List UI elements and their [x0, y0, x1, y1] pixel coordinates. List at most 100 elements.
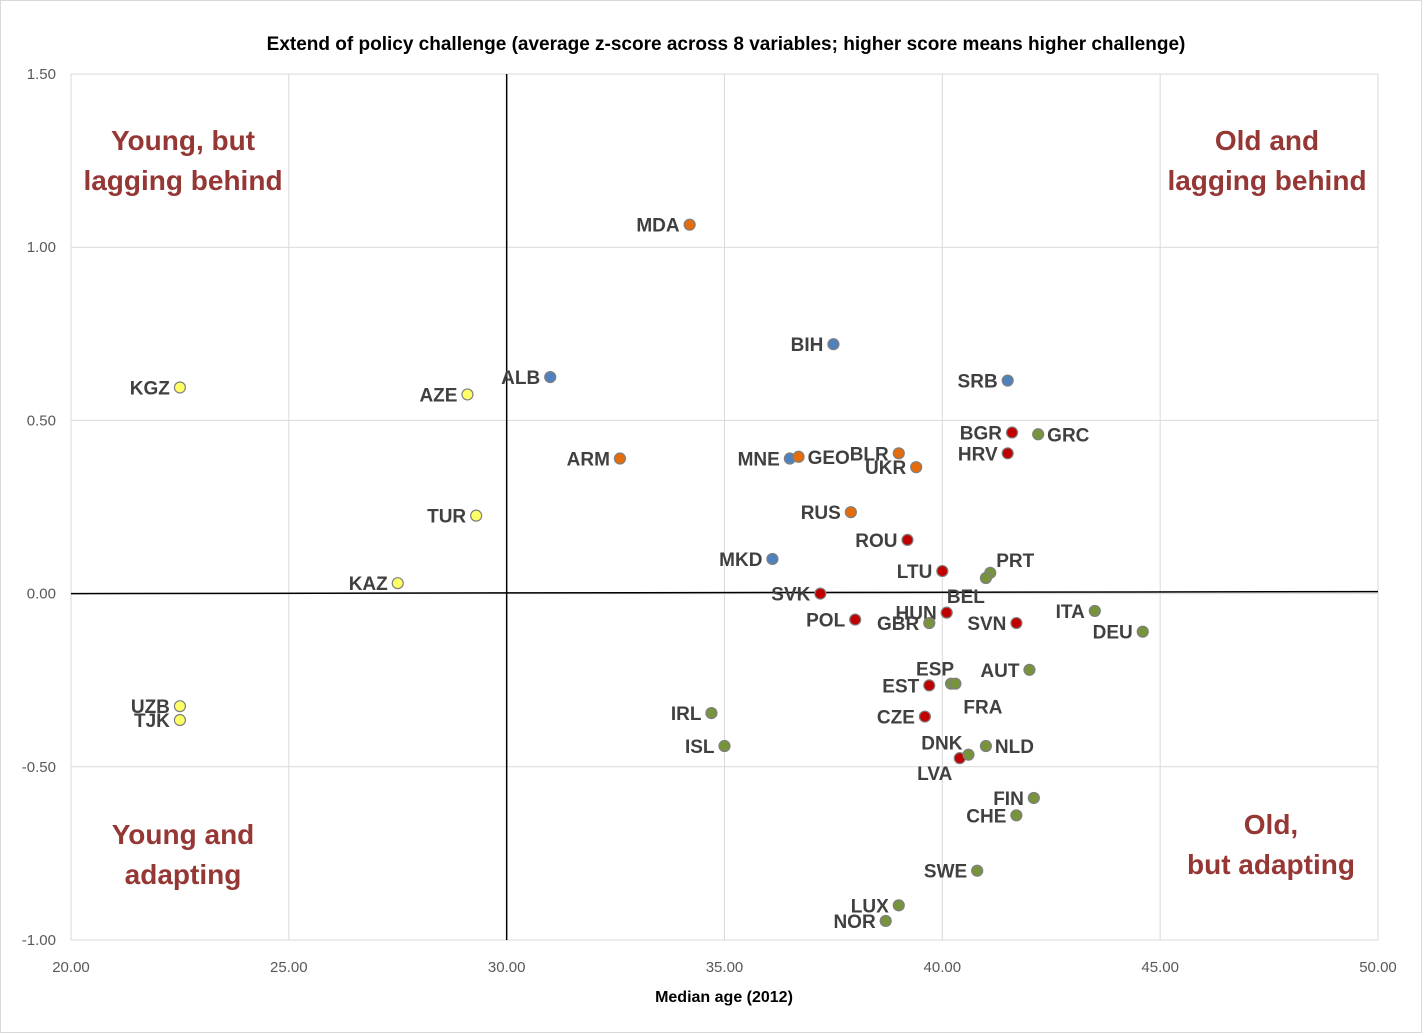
point-uzb: [173, 700, 187, 713]
label-ltu: LTU: [897, 562, 933, 583]
point-fra: [949, 677, 962, 690]
point-cze: [918, 710, 932, 723]
label-nor: NOR: [833, 912, 876, 933]
y-tick-label: -0.50: [22, 759, 56, 776]
label-lva: LVA: [917, 764, 952, 785]
point-che: [1010, 809, 1023, 822]
label-tjk: TJK: [134, 711, 170, 732]
label-srb: SRB: [958, 372, 998, 393]
point-kaz: [391, 577, 404, 590]
x-tick-label: 45.00: [1141, 959, 1179, 976]
chart-title: Extend of policy challenge (average z-sc…: [267, 34, 1186, 55]
label-rou: ROU: [855, 531, 897, 552]
point-grc: [1032, 428, 1045, 441]
y-tick-label: 1.00: [27, 239, 56, 256]
label-grc: GRC: [1047, 425, 1090, 446]
label-bih: BIH: [791, 335, 824, 356]
point-isl: [718, 739, 731, 753]
point-svn: [1010, 616, 1023, 630]
point-pol: [849, 613, 862, 626]
label-lux: LUX: [851, 896, 889, 917]
label-esp: ESP: [916, 660, 954, 681]
label-kgz: KGZ: [130, 378, 171, 399]
point-rou: [901, 533, 914, 547]
label-arm: ARM: [567, 450, 610, 471]
label-ukr: UKR: [865, 458, 906, 479]
point-kgz: [173, 381, 187, 394]
point-lux: [892, 899, 905, 912]
label-bgr: BGR: [960, 424, 1003, 445]
point-ita: [1088, 604, 1101, 618]
x-tick-label: 30.00: [488, 959, 526, 976]
label-svk: SVK: [771, 585, 810, 606]
label-dnk: DNK: [921, 734, 962, 755]
x-axis-label: Median age (2012): [655, 989, 793, 1006]
quadrant-label-bottom-left: Young and adapting: [112, 819, 255, 890]
label-gbr: GBR: [877, 614, 920, 635]
label-mkd: MKD: [719, 550, 762, 571]
label-fra: FRA: [963, 698, 1002, 719]
label-fin: FIN: [993, 789, 1024, 810]
label-cze: CZE: [877, 708, 915, 729]
label-kaz: KAZ: [349, 574, 388, 595]
x-tick-label: 35.00: [706, 959, 744, 976]
quadrant-label-top-right: Old and lagging behind: [1167, 125, 1366, 196]
label-isl: ISL: [685, 737, 715, 758]
point-irl: [705, 707, 718, 720]
label-nld: NLD: [995, 737, 1034, 758]
y-tick-label: -1.00: [22, 932, 56, 949]
label-alb: ALB: [501, 368, 540, 389]
label-swe: SWE: [924, 862, 967, 883]
point-fin: [1027, 791, 1040, 805]
axes: 20.00 25.00 30.00 35.00 40.00 45.00 50.00 1.50 1…: [22, 66, 1397, 976]
quadrant-label-bottom-right: Old, but adapting: [1187, 809, 1355, 880]
x-tick-label: 20.00: [52, 959, 90, 976]
point-deu: [1136, 625, 1149, 638]
point-tur: [470, 509, 483, 522]
label-deu: DEU: [1093, 623, 1133, 644]
point-gbr: [923, 616, 936, 630]
point-rus: [844, 506, 857, 519]
point-nld: [979, 739, 993, 753]
label-uzb: UZB: [131, 697, 170, 718]
label-svn: SVN: [967, 614, 1006, 635]
label-aze: AZE: [419, 385, 457, 406]
point-ltu: [936, 564, 949, 578]
point-alb: [544, 371, 557, 384]
label-bel: BEL: [947, 587, 985, 608]
quadrant-label-top-left: Young, but lagging behind: [83, 125, 282, 196]
label-prt: PRT: [996, 551, 1034, 572]
horizontal-divider: [70, 590, 1379, 595]
label-blr: BLR: [850, 444, 889, 465]
label-est: EST: [882, 676, 919, 697]
label-aut: AUT: [980, 661, 1019, 682]
label-hrv: HRV: [958, 444, 998, 465]
point-bih: [827, 338, 840, 351]
point-arm: [613, 452, 627, 465]
label-geo: GEO: [808, 448, 850, 469]
y-tick-label: 0.50: [27, 412, 56, 429]
point-mda: [683, 218, 696, 231]
point-tjk: [173, 713, 187, 727]
point-geo: [792, 450, 805, 463]
point-aze: [461, 388, 474, 401]
point-hrv: [1001, 447, 1014, 460]
label-mne: MNE: [738, 450, 780, 471]
label-irl: IRL: [671, 704, 702, 725]
point-swe: [971, 864, 984, 877]
gridlines: [70, 73, 1379, 941]
point-blr: [892, 447, 905, 460]
point-srb: [1001, 374, 1014, 387]
point-nor: [879, 914, 892, 928]
label-tur: TUR: [427, 507, 466, 528]
point-ukr: [910, 461, 923, 474]
label-pol: POL: [806, 611, 845, 632]
label-rus: RUS: [801, 503, 841, 524]
label-mda: MDA: [636, 216, 680, 237]
label-ita: ITA: [1056, 602, 1085, 623]
y-tick-label: 0.00: [27, 586, 56, 603]
point-bgr: [1005, 426, 1019, 439]
point-svk: [814, 587, 827, 600]
